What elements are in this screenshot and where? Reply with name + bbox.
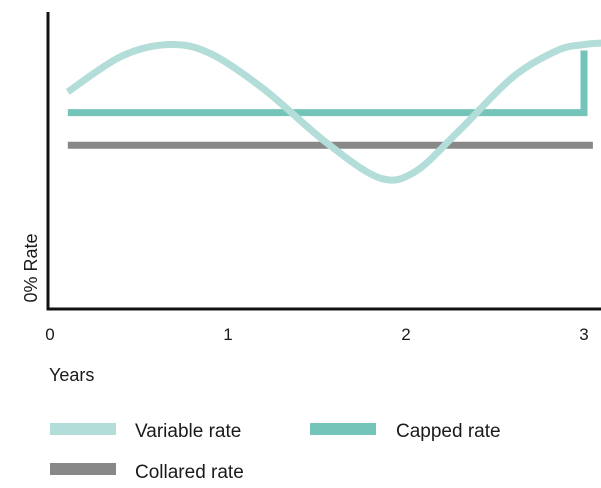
x-tick-label: 1: [223, 325, 232, 344]
legend-swatch-variable-rate: [50, 423, 116, 435]
x-tick-label: 0: [45, 325, 54, 344]
x-tick-label: 3: [579, 325, 588, 344]
series-layer: [65, 39, 601, 184]
legend: Variable rate Capped rate Collared rate: [50, 421, 501, 483]
legend-swatch-capped-rate: [310, 423, 376, 435]
x-tick-labels: 0 1 2 3: [45, 325, 588, 344]
x-tick-label: 2: [401, 325, 410, 344]
variable-rate-line: [65, 39, 601, 184]
capped-rate-line: [67, 50, 588, 117]
legend-swatch-collared-rate: [50, 463, 116, 475]
legend-label-capped-rate: Capped rate: [396, 421, 501, 442]
y-axis-title: 0% Rate: [21, 233, 41, 302]
legend-label-collared-rate: Collared rate: [135, 462, 244, 483]
legend-label-variable-rate: Variable rate: [135, 421, 241, 442]
x-axis-title: Years: [49, 365, 94, 385]
